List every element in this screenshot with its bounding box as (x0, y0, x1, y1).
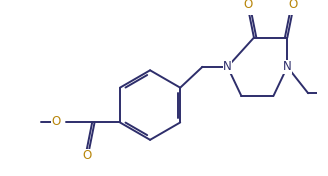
Text: N: N (283, 60, 292, 73)
Text: O: O (244, 0, 253, 11)
Text: N: N (223, 60, 232, 73)
Text: O: O (51, 115, 61, 128)
Text: O: O (82, 149, 91, 162)
Text: O: O (288, 0, 297, 11)
